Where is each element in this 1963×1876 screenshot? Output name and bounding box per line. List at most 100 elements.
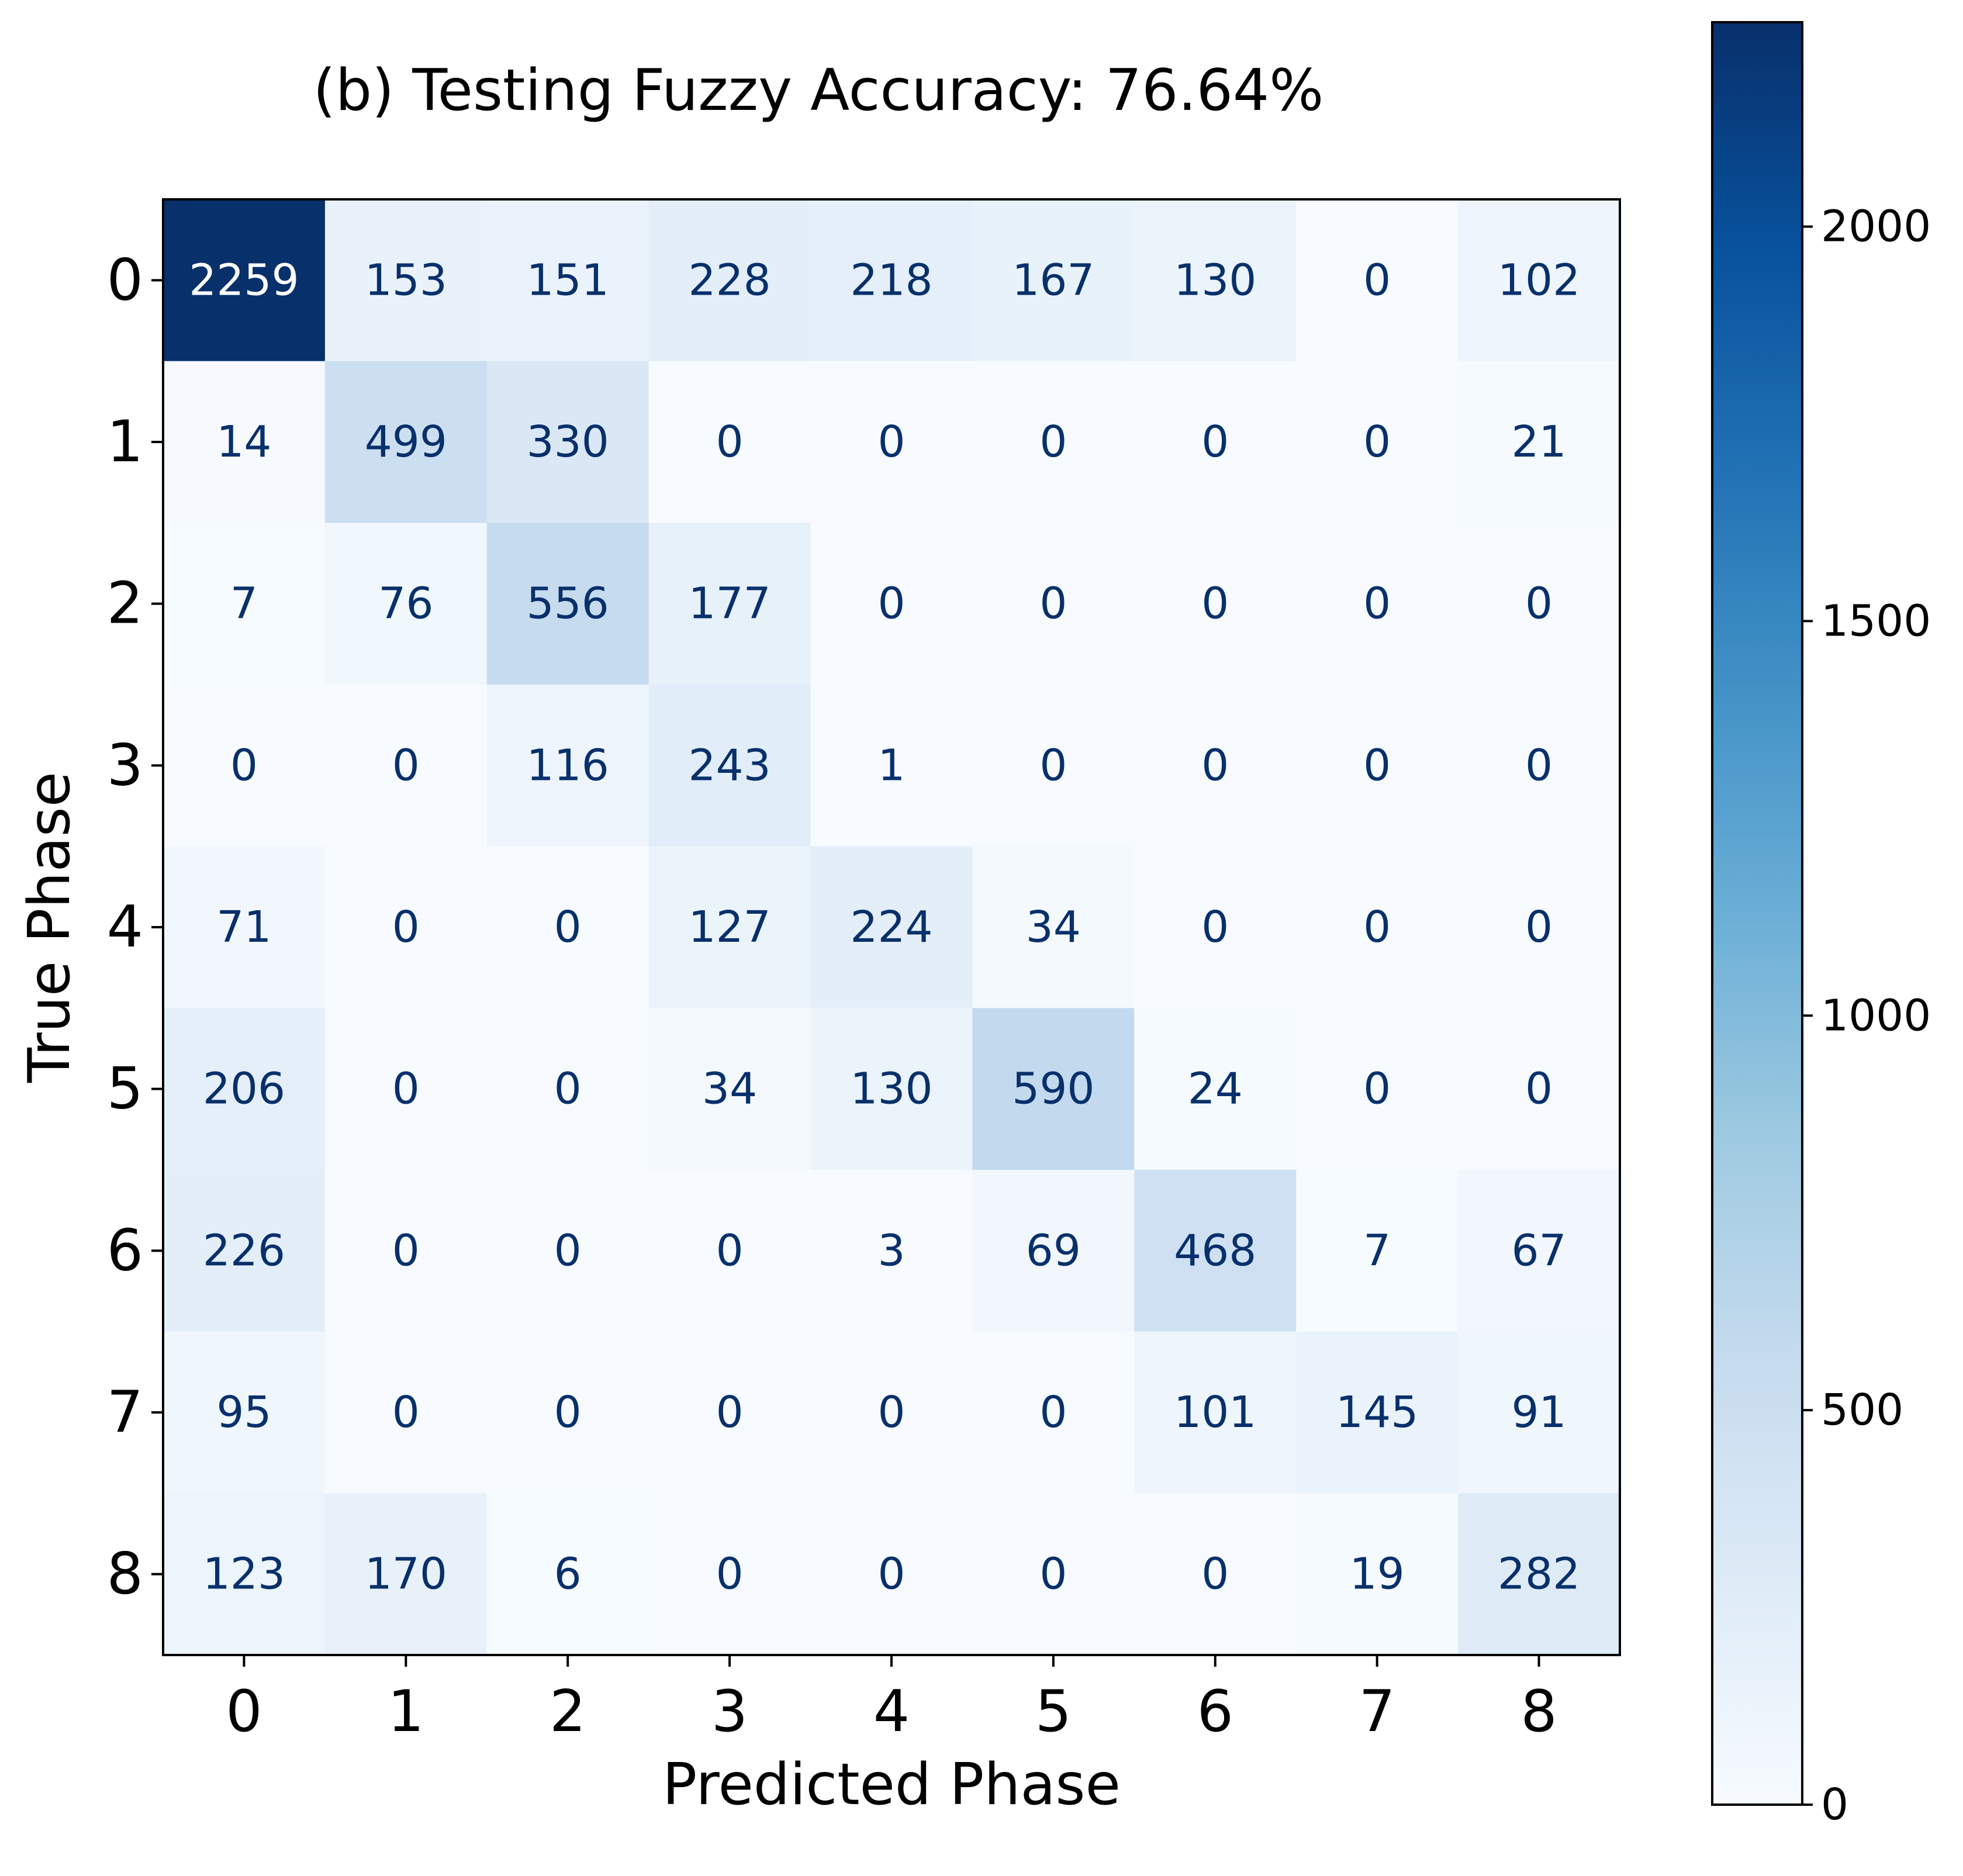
cell-value-label: 330 xyxy=(527,417,609,467)
y-tick-label: 5 xyxy=(107,1056,143,1122)
cell-value-label: 177 xyxy=(688,579,770,629)
cell-value-label: 0 xyxy=(716,1549,744,1599)
heatmap-cell xyxy=(810,846,973,1008)
heatmap-cell xyxy=(1458,361,1620,523)
heatmap-cell xyxy=(1134,1331,1297,1494)
heatmap-cell xyxy=(810,1170,973,1332)
cell-value-label: 151 xyxy=(527,255,609,305)
heatmap-cell xyxy=(648,1008,811,1170)
heatmap-cell xyxy=(648,199,811,362)
cell-value-label: 71 xyxy=(216,902,271,952)
cell-value-label: 7 xyxy=(1363,1225,1391,1276)
x-tick-label: 8 xyxy=(1520,1678,1557,1745)
heatmap-cell xyxy=(486,846,649,1008)
y-tick-label: 2 xyxy=(107,571,143,637)
cell-value-label: 0 xyxy=(554,1387,582,1438)
cell-value-label: 0 xyxy=(554,1064,582,1114)
x-tick-label: 7 xyxy=(1359,1678,1395,1745)
heatmap-cell xyxy=(163,1170,326,1332)
heatmap-cell xyxy=(648,523,811,685)
heatmap-cell xyxy=(1458,846,1620,1008)
cell-value-label: 7 xyxy=(230,579,258,629)
cell-value-label: 0 xyxy=(877,579,905,629)
cell-value-label: 1 xyxy=(877,740,905,790)
cell-value-label: 0 xyxy=(554,1225,582,1276)
x-tick-label: 4 xyxy=(873,1678,910,1745)
cell-value-label: 167 xyxy=(1012,255,1094,305)
cell-value-label: 0 xyxy=(1525,579,1553,629)
heatmap-cell xyxy=(486,1170,649,1332)
heatmap-cell xyxy=(324,361,488,523)
cell-value-label: 101 xyxy=(1174,1387,1256,1438)
heatmap-cell xyxy=(1458,1008,1620,1170)
cell-value-label: 0 xyxy=(392,902,420,952)
heatmap-cell xyxy=(810,1331,973,1494)
heatmap-cell xyxy=(1296,1493,1459,1656)
heatmap-cell xyxy=(1296,199,1459,362)
cell-value-label: 153 xyxy=(365,255,447,305)
cell-value-label: 0 xyxy=(392,740,420,790)
heatmap-cell xyxy=(1458,685,1620,847)
colorbar-tick-label: 0 xyxy=(1821,1780,1848,1830)
cell-value-label: 0 xyxy=(554,902,582,952)
heatmap-cell xyxy=(810,1008,973,1170)
heatmap-cell xyxy=(324,1493,488,1656)
cell-value-label: 69 xyxy=(1026,1225,1081,1276)
heatmap-cell xyxy=(1134,199,1297,362)
y-tick-label: 1 xyxy=(107,409,143,475)
heatmap-cell xyxy=(972,199,1135,362)
cell-value-label: 0 xyxy=(1525,902,1553,952)
y-axis-label: True Phase xyxy=(16,772,83,1083)
colorbar-tick-label: 1000 xyxy=(1821,990,1931,1041)
heatmap-cell xyxy=(810,685,973,847)
heatmap-cell xyxy=(810,199,973,362)
cell-value-label: 130 xyxy=(850,1064,932,1114)
heatmap-cell xyxy=(324,1170,488,1332)
heatmap-cell xyxy=(1296,361,1459,523)
heatmap-cell xyxy=(810,361,973,523)
heatmap-cell xyxy=(648,1331,811,1494)
cell-value-label: 76 xyxy=(378,579,433,629)
cell-value-label: 0 xyxy=(1363,740,1391,790)
cell-value-label: 0 xyxy=(1363,417,1391,467)
heatmap-cell xyxy=(486,685,649,847)
chart-title: (b) Testing Fuzzy Accuracy: 76.64% xyxy=(313,57,1324,124)
heatmap-cell xyxy=(972,361,1135,523)
cell-value-label: 123 xyxy=(203,1549,285,1599)
cell-value-label: 228 xyxy=(688,255,770,305)
heatmap-cell xyxy=(1296,1170,1459,1332)
heatmap-cell xyxy=(972,523,1135,685)
heatmap-cell xyxy=(1296,685,1459,847)
heatmap-cell xyxy=(1296,846,1459,1008)
x-tick-label: 1 xyxy=(388,1678,424,1745)
cell-value-label: 0 xyxy=(877,1387,905,1438)
cell-value-label: 556 xyxy=(527,579,609,629)
cell-value-label: 0 xyxy=(1363,1064,1391,1114)
cell-value-label: 282 xyxy=(1498,1549,1580,1599)
cell-value-label: 0 xyxy=(1039,417,1067,467)
cell-value-label: 170 xyxy=(365,1549,447,1599)
heatmap-cell xyxy=(972,1493,1135,1656)
cell-value-label: 499 xyxy=(365,417,447,467)
heatmap-cell xyxy=(810,1493,973,1656)
cell-value-label: 0 xyxy=(1039,1549,1067,1599)
heatmap-cell xyxy=(1296,1331,1459,1494)
heatmap-cell xyxy=(972,1008,1135,1170)
cell-value-label: 127 xyxy=(688,902,770,952)
heatmap-cell xyxy=(648,846,811,1008)
cell-value-label: 34 xyxy=(702,1064,757,1114)
colorbar xyxy=(1711,21,1803,1806)
cell-value-label: 590 xyxy=(1012,1064,1094,1114)
heatmap-cell xyxy=(324,685,488,847)
heatmap-cell xyxy=(1134,846,1297,1008)
cell-value-label: 116 xyxy=(527,740,609,790)
heatmap-cell xyxy=(486,199,649,362)
heatmap-cell xyxy=(1458,1170,1620,1332)
heatmap-cell xyxy=(810,523,973,685)
cell-value-label: 0 xyxy=(1039,1387,1067,1438)
heatmap-cell xyxy=(163,846,326,1008)
heatmap-cells xyxy=(163,199,1620,1656)
cell-value-label: 19 xyxy=(1350,1549,1405,1599)
